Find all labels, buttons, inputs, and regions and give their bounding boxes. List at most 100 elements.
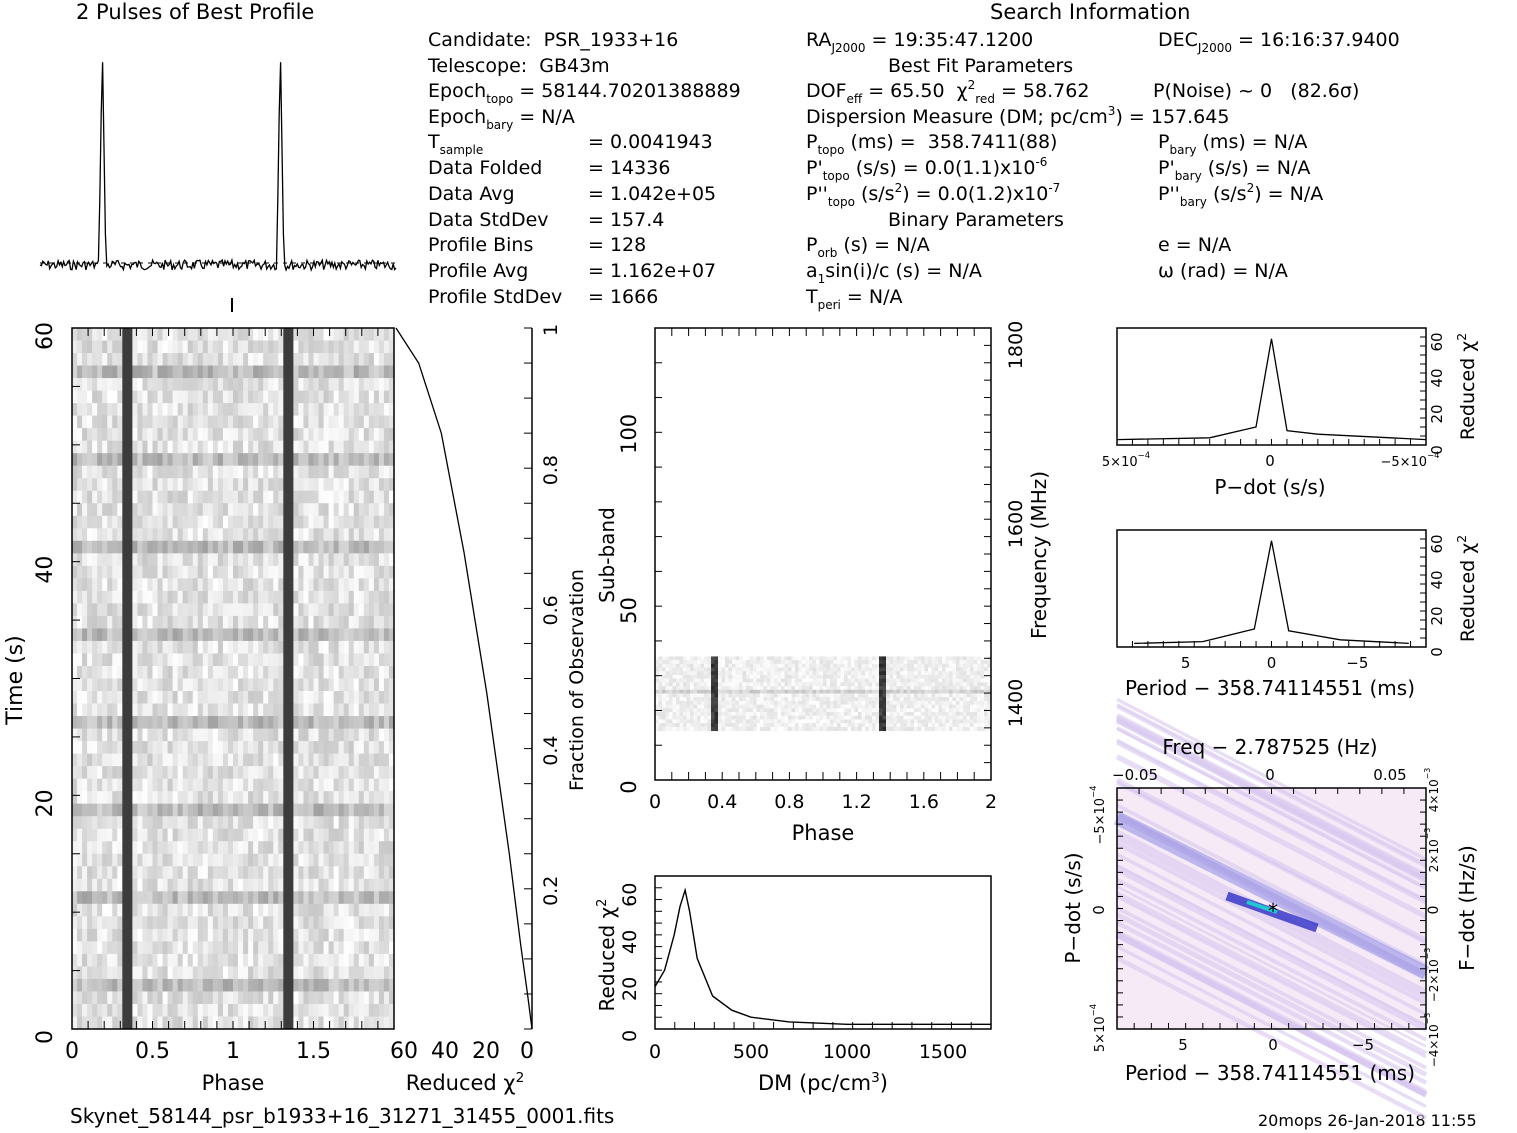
time-phase-cell bbox=[273, 691, 279, 705]
time-phase-cell bbox=[157, 816, 164, 830]
time-phase-cell bbox=[72, 478, 78, 492]
time-phase-cell bbox=[243, 503, 249, 517]
time-phase-cell bbox=[308, 390, 314, 404]
time-phase-cell bbox=[102, 440, 108, 454]
time-phase-cell bbox=[72, 540, 78, 554]
time-phase-cell bbox=[358, 741, 365, 755]
time-phase-cell bbox=[92, 841, 98, 855]
time-phase-cell bbox=[162, 590, 169, 604]
time-phase-cell bbox=[318, 703, 325, 717]
time-phase-cell bbox=[117, 615, 123, 629]
time-phase-cell bbox=[87, 515, 93, 529]
time-phase-cell bbox=[373, 365, 380, 379]
subband-cell bbox=[861, 667, 866, 672]
time-phase-cell bbox=[273, 891, 279, 905]
subband-cell bbox=[749, 667, 754, 672]
time-phase-cell bbox=[268, 540, 274, 554]
subband-cell bbox=[735, 663, 740, 669]
time-phase-cell bbox=[258, 891, 264, 905]
time-phase-cell bbox=[92, 465, 98, 479]
time-phase-cell bbox=[137, 340, 143, 354]
time-phase-cell bbox=[273, 403, 279, 417]
time-phase-cell bbox=[217, 528, 224, 542]
time-phase-cell bbox=[217, 353, 224, 367]
time-phase-cell bbox=[378, 478, 385, 492]
subband-cell bbox=[861, 671, 866, 676]
time-phase-cell bbox=[338, 1016, 345, 1030]
subband-cell bbox=[704, 678, 708, 683]
time-phase-cell bbox=[162, 1003, 169, 1017]
time-phase-cell bbox=[217, 378, 224, 392]
time-phase-cell bbox=[373, 978, 380, 992]
time-phase-cell bbox=[167, 490, 174, 504]
time-phase-cell bbox=[288, 978, 294, 992]
time-phase-cell bbox=[238, 590, 244, 604]
time-phase-cell bbox=[162, 328, 169, 342]
time-phase-cell bbox=[293, 603, 299, 617]
subband-cell bbox=[882, 693, 887, 698]
subband-cell bbox=[795, 667, 799, 672]
subband-cell bbox=[763, 656, 768, 661]
time-phase-cell bbox=[127, 753, 133, 767]
time-phase-cell bbox=[383, 428, 390, 442]
time-phase-cell bbox=[87, 816, 93, 830]
time-phase-cell bbox=[207, 703, 214, 717]
time-phase-cell bbox=[197, 615, 204, 629]
subband-cell bbox=[753, 700, 757, 706]
subband-cell bbox=[963, 678, 967, 683]
time-phase-cell bbox=[172, 478, 179, 492]
time-phase-cell bbox=[157, 703, 164, 717]
time-phase-cell bbox=[172, 853, 179, 867]
time-phase-cell bbox=[127, 791, 133, 805]
time-phase-cell bbox=[167, 753, 174, 767]
subband-cell bbox=[746, 700, 750, 706]
subband-cell bbox=[903, 663, 908, 669]
time-phase-cell bbox=[363, 691, 370, 705]
time-phase-cell bbox=[182, 978, 189, 992]
time-phase-cell bbox=[177, 916, 184, 930]
subband-cell bbox=[868, 667, 873, 672]
subband-cell bbox=[760, 678, 764, 683]
time-phase-cell bbox=[368, 453, 375, 467]
time-phase-cell bbox=[238, 415, 244, 429]
time-phase-cell bbox=[293, 403, 299, 417]
subband-cell bbox=[826, 682, 831, 687]
time-phase-cell bbox=[353, 465, 360, 479]
time-phase-cell bbox=[107, 728, 113, 742]
time-phase-cell bbox=[122, 328, 128, 342]
time-phase-cell bbox=[353, 640, 360, 654]
chi-fraction-ytick: 1 bbox=[540, 324, 562, 336]
pddot-bary: P''bary (s/s2) = N/A bbox=[1158, 181, 1324, 209]
time-phase-cell bbox=[102, 465, 108, 479]
subband-cell bbox=[963, 674, 967, 680]
time-phase-cell bbox=[333, 803, 340, 817]
subband-cell bbox=[718, 689, 722, 694]
subband-cell bbox=[795, 697, 799, 702]
subband-cell bbox=[655, 671, 659, 676]
time-phase-cell bbox=[373, 728, 380, 742]
time-phase-cell bbox=[373, 941, 380, 955]
time-phase-cell bbox=[233, 903, 239, 917]
subband-cell bbox=[805, 674, 810, 680]
time-phase-cell bbox=[227, 753, 234, 767]
time-phase-cell bbox=[82, 378, 88, 392]
time-phase-cell bbox=[308, 453, 314, 467]
time-phase-cell bbox=[323, 503, 330, 517]
time-phase-cell bbox=[313, 653, 320, 667]
time-phase-cell bbox=[152, 478, 159, 492]
time-phase-cell bbox=[368, 590, 375, 604]
time-phase-cell bbox=[273, 353, 279, 367]
subband-cell bbox=[774, 689, 778, 694]
time-phase-cell bbox=[298, 891, 304, 905]
time-phase-cell bbox=[97, 503, 103, 517]
time-phase-cell bbox=[233, 928, 239, 942]
time-phase-cell bbox=[358, 365, 365, 379]
time-phase-cell bbox=[167, 903, 174, 917]
time-phase-cell bbox=[268, 640, 274, 654]
time-phase-cell bbox=[107, 440, 113, 454]
subband-cell bbox=[837, 700, 841, 706]
time-phase-cell bbox=[343, 778, 350, 792]
time-phase-cell bbox=[82, 403, 88, 417]
time-phase-cell bbox=[273, 653, 279, 667]
time-phase-cell bbox=[117, 878, 123, 892]
